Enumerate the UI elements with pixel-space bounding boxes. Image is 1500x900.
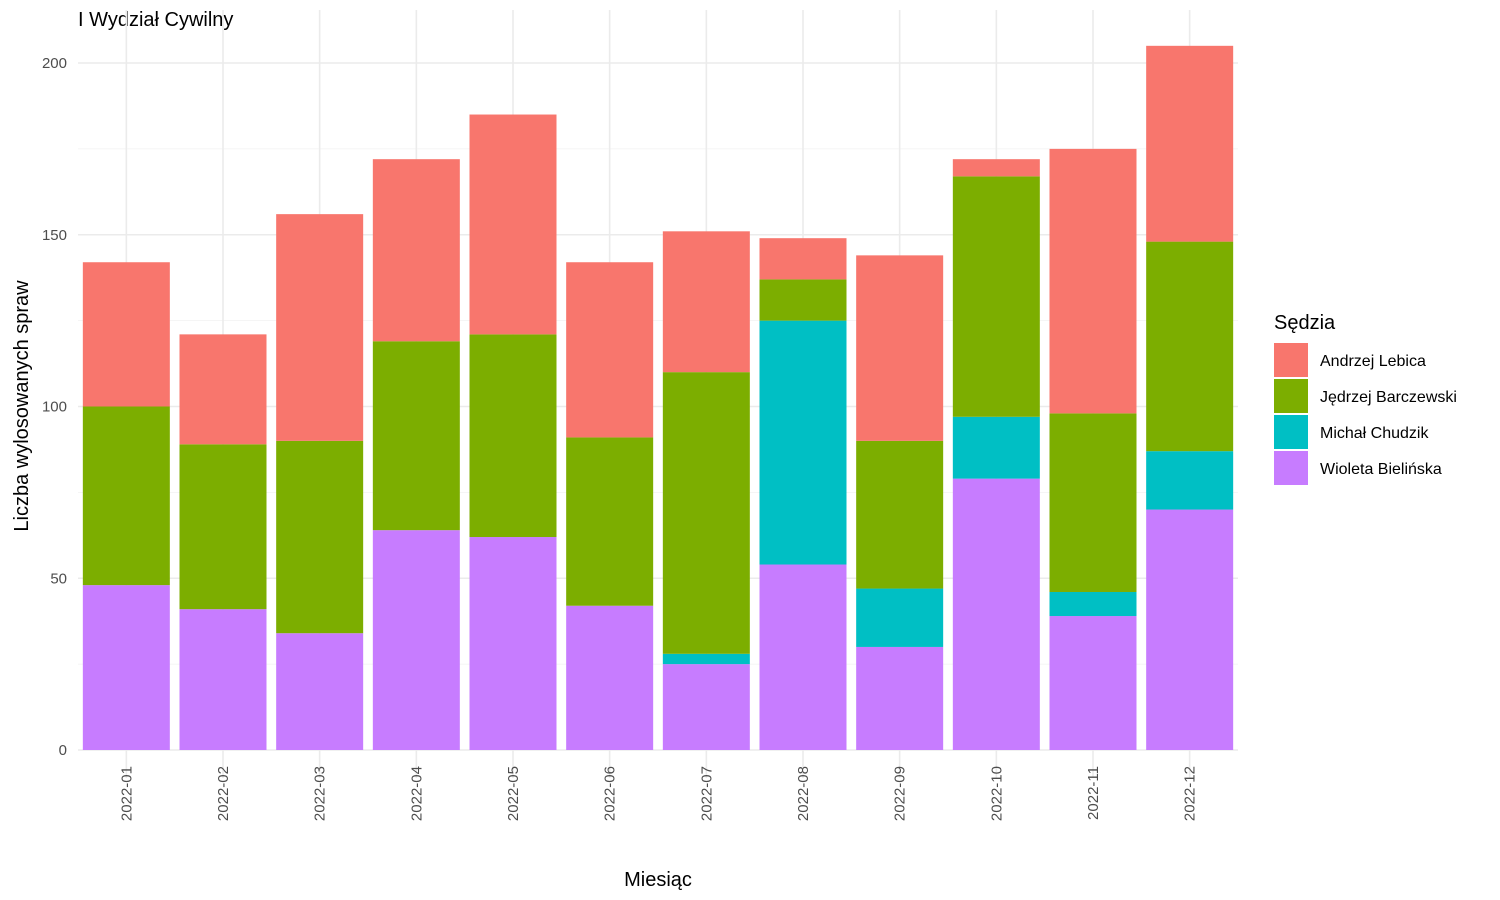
x-tick-label: 2022-09 (892, 766, 909, 821)
bar-segment (179, 609, 267, 750)
bar-segment (856, 440, 944, 589)
x-tick-label: 2022-12 (1182, 766, 1199, 821)
bar-segment (856, 255, 944, 441)
bars (82, 45, 1234, 750)
bar-segment (276, 440, 364, 634)
y-axis-title: Liczba wylosowanych spraw (11, 280, 33, 532)
legend-entry-label: Andrzej Lebica (1320, 353, 1426, 370)
bar-segment (662, 653, 750, 665)
bar-segment (1049, 413, 1137, 592)
bar-segment (372, 159, 460, 342)
bar-segment (662, 231, 750, 373)
bar-segment (1146, 45, 1234, 242)
legend-swatch (1274, 379, 1308, 413)
bar-segment (1049, 616, 1137, 750)
legend: Sędzia Andrzej Lebica Jędrzej Barczewski M… (1274, 312, 1457, 485)
x-tick-label: 2022-10 (988, 766, 1005, 821)
x-tick-label: 2022-08 (795, 766, 812, 821)
x-tick-label: 2022-11 (1085, 766, 1102, 820)
bar-segment (82, 262, 170, 407)
x-axis-ticks: 2022-01 2022-02 2022-03 2022-04 2022-05 2022-… (118, 766, 1198, 821)
bar-segment (1146, 509, 1234, 750)
x-tick-label: 2022-05 (505, 766, 522, 821)
y-tick-label: 0 (59, 742, 67, 759)
x-tick-label: 2022-03 (312, 766, 329, 821)
bar-segment (1049, 148, 1137, 414)
bar-segment (566, 262, 654, 438)
bar-segment (952, 159, 1040, 177)
legend-swatch (1274, 343, 1308, 377)
bar-segment (856, 646, 944, 750)
legend-entry-label: Michał Chudzik (1320, 425, 1429, 442)
legend-title: Sędzia (1274, 312, 1336, 334)
bar-segment (82, 585, 170, 750)
x-tick-label: 2022-06 (602, 766, 619, 821)
legend-swatch (1274, 415, 1308, 449)
y-tick-label: 200 (42, 55, 67, 72)
bar-segment (566, 605, 654, 750)
bar-segment (372, 530, 460, 750)
bar-segment (372, 341, 460, 531)
bar-segment (469, 537, 557, 750)
bar-segment (952, 416, 1040, 479)
bar-segment (759, 279, 847, 321)
bar-segment (179, 444, 267, 610)
bar-segment (759, 564, 847, 750)
bar-segment (566, 437, 654, 606)
legend-swatch (1274, 451, 1308, 485)
legend-entry-label: Wioleta Bielińska (1320, 461, 1442, 478)
bar-segment (469, 114, 557, 335)
bar-segment (276, 214, 364, 441)
bar-segment (759, 320, 847, 565)
x-tick-label: 2022-04 (408, 766, 425, 821)
bar-segment (662, 664, 750, 750)
bar-segment (1146, 241, 1234, 452)
chart-title: I Wydział Cywilny (78, 9, 233, 31)
bar-segment (179, 334, 267, 445)
bar-segment (1049, 591, 1137, 617)
bar-segment (469, 334, 557, 538)
y-tick-label: 100 (42, 399, 67, 416)
x-axis-title: Miesiąc (624, 869, 692, 891)
bar-segment (662, 372, 750, 654)
bar-segment (952, 478, 1040, 750)
y-axis-ticks: 0 50 100 150 200 (42, 55, 67, 759)
bar-segment (1146, 451, 1234, 510)
y-tick-label: 50 (50, 570, 67, 587)
x-tick-label: 2022-01 (118, 766, 135, 821)
y-tick-label: 150 (42, 227, 67, 244)
bar-segment (82, 406, 170, 586)
bar-segment (856, 588, 944, 647)
legend-entry-label: Jędrzej Barczewski (1320, 389, 1457, 406)
bar-segment (952, 176, 1040, 417)
bar-segment (276, 633, 364, 750)
x-tick-label: 2022-02 (215, 766, 232, 821)
bar-segment (759, 238, 847, 280)
x-tick-label: 2022-07 (698, 766, 715, 821)
